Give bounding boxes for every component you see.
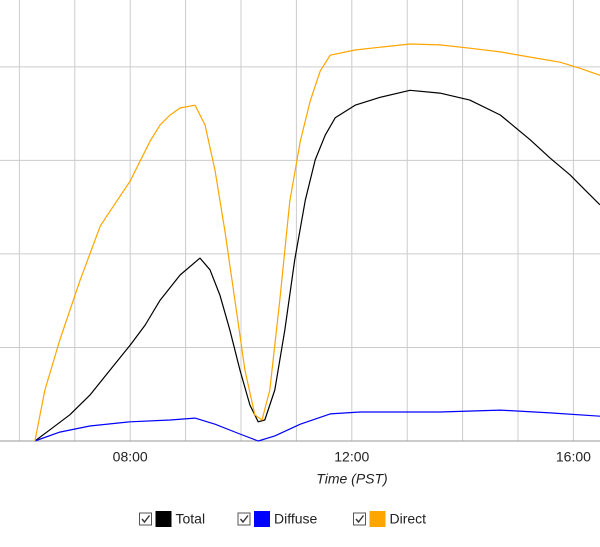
legend-label: Diffuse	[274, 511, 318, 527]
legend-checkbox[interactable]	[237, 512, 251, 526]
legend-swatch	[369, 511, 386, 527]
legend-item[interactable]: Direct	[353, 511, 427, 527]
series-line	[34, 89, 600, 442]
legend-check	[141, 515, 151, 524]
x-tick-label: 16:00	[556, 449, 591, 465]
x-tick-label: 12:00	[334, 449, 369, 465]
x-axis-title: Time (PST)	[316, 471, 387, 487]
legend-checkbox[interactable]	[353, 512, 366, 526]
x-tick-label: 08:00	[113, 449, 148, 465]
legend-item[interactable]: Total	[139, 511, 206, 527]
series-line	[34, 43, 600, 442]
legend-check	[355, 515, 365, 524]
legend-swatch	[254, 511, 270, 527]
legend-check	[239, 515, 249, 524]
legend-label: Total	[176, 511, 206, 527]
legend-checkbox[interactable]	[139, 512, 152, 526]
legend-label: Direct	[390, 511, 427, 527]
legend-swatch	[155, 511, 172, 527]
legend-item[interactable]: Diffuse	[237, 511, 318, 527]
series-line	[34, 409, 600, 442]
